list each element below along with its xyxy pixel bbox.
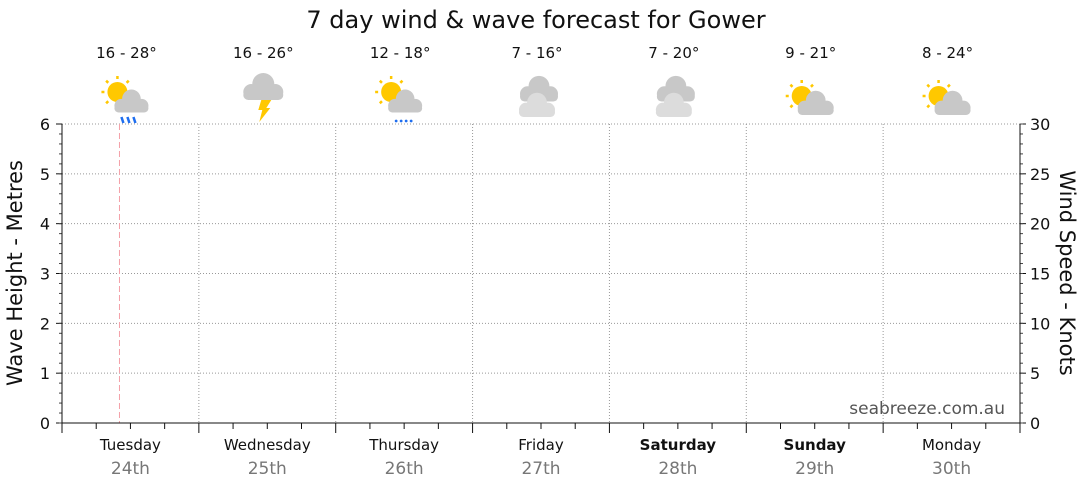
cloud-thunder-icon [243,73,284,122]
cloud-base [388,104,423,113]
cloud-base [797,106,834,115]
date-label: 30th [932,459,971,479]
drizzle-drop [404,119,408,123]
right-tick-label: 10 [1030,314,1050,333]
right-tick-label: 20 [1030,215,1050,234]
left-tick-label: 0 [40,414,50,433]
cloud-base [655,108,692,117]
date-label: 28th [658,459,697,479]
day-label: Tuesday [99,436,161,454]
left-tick-label: 2 [40,314,50,333]
day-label: Wednesday [224,436,311,454]
cloudy-icon [655,75,695,117]
chart-title: 7 day wind & wave forecast for Gower [306,6,765,34]
sun-ray [378,100,383,105]
right-axis-label: Wind Speed - Knots [1055,170,1079,375]
date-label: 26th [385,459,424,479]
left-tick-label: 5 [40,165,50,184]
drizzle-drop [409,119,413,123]
sun-ray [810,83,814,88]
cloudy-icon [519,75,558,117]
sun-ray [789,83,794,88]
watermark: seabreeze.com.au [849,399,1005,419]
temperature-range: 7 - 20° [648,44,699,62]
rain-drop [132,116,137,124]
sun-ray [926,104,931,109]
date-label: 27th [521,459,560,479]
right-tick-label: 0 [1030,414,1040,433]
right-tick-label: 30 [1030,115,1050,134]
date-label: 25th [248,459,287,479]
left-tick-label: 3 [40,265,50,284]
cloud-shape [655,92,692,117]
cloud-shape [243,73,284,100]
partly-cloudy-icon [922,80,971,115]
cloud-shape [388,89,423,113]
temperature-range: 9 - 21° [785,44,836,62]
sun-ray [789,104,794,109]
cloud-shape [934,90,971,115]
cloud-base [934,106,971,115]
right-tick-label: 5 [1030,364,1040,383]
sun-cloud-drizzle-icon [375,76,423,123]
cloud-shape [114,89,149,113]
cloud-base [243,90,284,100]
sun-ray [105,100,110,105]
date-label: 29th [795,459,834,479]
left-axis-label: Wave Height - Metres [3,160,27,386]
cloud-shape [797,90,834,115]
right-tick-label: 25 [1030,165,1050,184]
day-label: Saturday [640,436,717,454]
temperature-range: 16 - 26° [233,44,294,62]
partly-cloudy-icon [785,80,834,115]
rain-drop [126,116,131,124]
drizzle-drop [394,119,398,123]
left-tick-label: 1 [40,364,50,383]
drizzle-drop [399,119,403,123]
sun-ray [399,79,404,84]
day-label: Sunday [784,436,847,454]
temperature-range: 8 - 24° [922,44,973,62]
temperature-range: 7 - 16° [511,44,562,62]
lightning-bolt [258,100,272,122]
day-label: Friday [518,436,564,454]
sun-ray [105,79,110,84]
sun-cloud-rain-icon [101,76,149,124]
rain-drop [120,116,125,124]
cloud-shape [519,92,555,117]
sun-ray [926,83,931,88]
sun-ray [125,79,130,84]
cloud-base [114,104,149,113]
right-tick-label: 15 [1030,265,1050,284]
date-label: 24th [111,459,150,479]
cloud-base [519,108,555,117]
temperature-range: 12 - 18° [370,44,431,62]
left-tick-label: 6 [40,115,50,134]
sun-ray [378,79,383,84]
sun-ray [946,83,951,88]
temperature-range: 16 - 28° [96,44,157,62]
left-tick-label: 4 [40,215,50,234]
day-label: Thursday [368,436,439,454]
day-label: Monday [922,436,981,454]
